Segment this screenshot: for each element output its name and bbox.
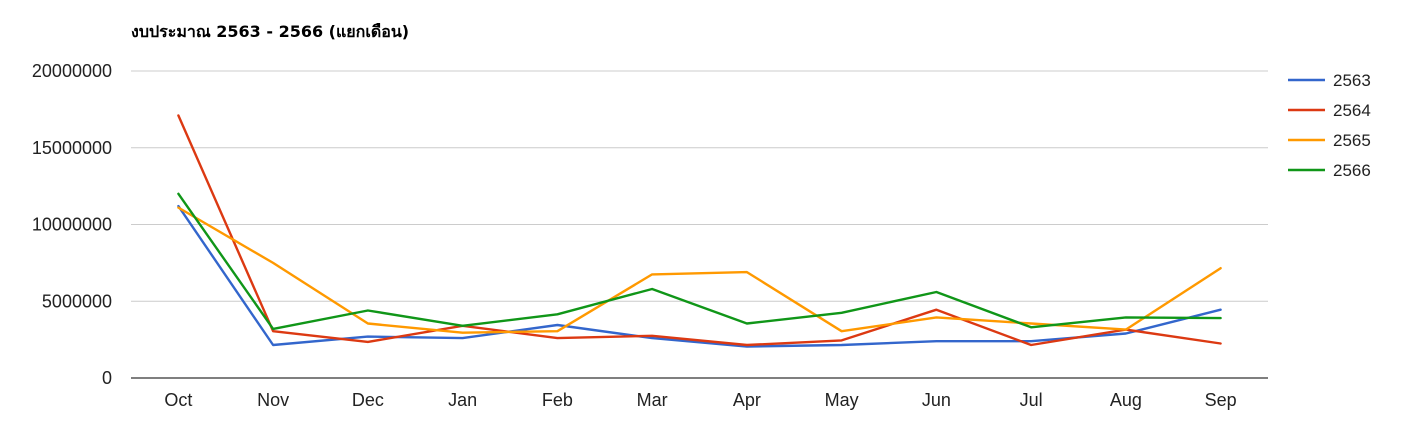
y-axis: 0 5000000 10000000 15000000 20000000 bbox=[32, 61, 112, 388]
gridlines bbox=[131, 70, 1268, 302]
legend-label: 2564 bbox=[1333, 101, 1371, 120]
x-tick-label: Aug bbox=[1110, 390, 1142, 410]
x-tick-label: May bbox=[825, 390, 859, 410]
legend-label: 2565 bbox=[1333, 131, 1371, 150]
series-lines bbox=[177, 114, 1222, 348]
series-line-2564[interactable] bbox=[177, 114, 1222, 347]
y-tick-label: 10000000 bbox=[32, 215, 112, 235]
x-tick-label: Jun bbox=[922, 390, 951, 410]
x-tick-label: Jan bbox=[448, 390, 477, 410]
y-tick-label: 15000000 bbox=[32, 138, 112, 158]
series-line-2565[interactable] bbox=[177, 206, 1222, 334]
legend-item-2564[interactable]: 2564 bbox=[1288, 101, 1371, 120]
x-axis: Oct Nov Dec Jan Feb Mar Apr May Jun Jul Aug Sep bbox=[131, 377, 1268, 410]
legend-item-2565[interactable]: 2565 bbox=[1288, 131, 1371, 150]
series-line-2566[interactable] bbox=[177, 192, 1222, 331]
x-tick-label: Jul bbox=[1020, 390, 1043, 410]
x-tick-label: Apr bbox=[733, 390, 761, 410]
x-tick-label: Feb bbox=[542, 390, 573, 410]
legend-item-2563[interactable]: 2563 bbox=[1288, 71, 1371, 90]
x-tick-label: Dec bbox=[352, 390, 384, 410]
chart-title: งบประมาณ 2563 - 2566 (แยกเดือน) bbox=[131, 22, 409, 41]
x-tick-label: Nov bbox=[257, 390, 289, 410]
x-tick-label: Oct bbox=[164, 390, 192, 410]
series-line-2563[interactable] bbox=[177, 204, 1222, 348]
x-tick-label: Sep bbox=[1205, 390, 1237, 410]
x-tick-label: Mar bbox=[637, 390, 668, 410]
y-tick-label: 0 bbox=[102, 368, 112, 388]
y-tick-label: 5000000 bbox=[42, 291, 112, 311]
legend-item-2566[interactable]: 2566 bbox=[1288, 161, 1371, 180]
legend-label: 2563 bbox=[1333, 71, 1371, 90]
legend[interactable]: 2563 2564 2565 2566 bbox=[1288, 71, 1371, 180]
y-tick-label: 20000000 bbox=[32, 61, 112, 81]
legend-label: 2566 bbox=[1333, 161, 1371, 180]
